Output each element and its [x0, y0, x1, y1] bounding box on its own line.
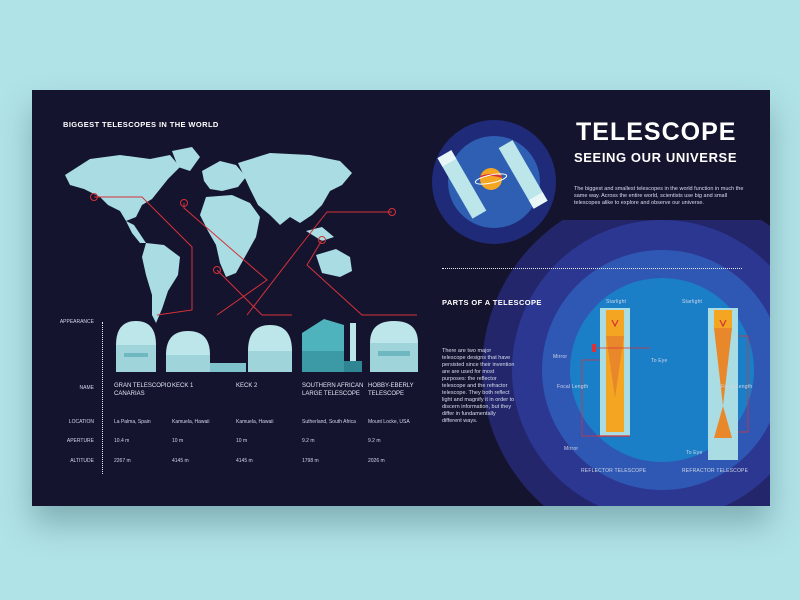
line-salt	[246, 211, 392, 316]
telescope-aperture: 9.2 m	[368, 438, 381, 444]
telescope-name: SOUTHERN AFRICAN LARGE TELESCOPE	[302, 383, 364, 397]
refractor-diagram	[708, 308, 749, 460]
line-het	[306, 239, 417, 316]
observatory-keck2	[248, 325, 292, 372]
telescope-diagram	[581, 308, 749, 460]
marker-south-africa	[213, 266, 221, 274]
refractor-to-eye-label: To Eye	[686, 450, 703, 456]
telescope-name: GRAN TELESCOPIO CANARIAS	[114, 383, 172, 397]
telescope-illustration	[437, 140, 548, 219]
telescope-altitude: 1798 m	[302, 458, 319, 464]
observatory-gtc	[116, 321, 156, 372]
refractor-starlight-label: Starlight	[682, 299, 703, 305]
telescope-location: Kamuela, Hawaii	[172, 419, 210, 425]
reflector-diagram	[581, 308, 650, 437]
table-divider	[102, 322, 103, 474]
telescope-location: Kamuela, Hawaii	[236, 419, 274, 425]
map-section-title: BIGGEST TELESCOPES IN THE WORLD	[63, 120, 219, 129]
telescope-aperture: 10 m	[236, 438, 248, 444]
telescope-name: HOBBY-EBERLY TELESCOPE	[368, 383, 414, 397]
marker-spain	[180, 199, 188, 207]
line-keck1	[183, 203, 268, 316]
telescope-location: La Palma, Spain	[114, 419, 151, 425]
row-label-name: NAME	[79, 385, 94, 391]
marker-asia	[318, 236, 326, 244]
africa-shape	[200, 195, 260, 277]
page-subtitle: SEEING OUR UNIVERSE	[574, 150, 738, 165]
marker-canary	[90, 193, 98, 201]
telescope-altitude: 4145 m	[236, 458, 253, 464]
telescope-altitude: 2026 m	[368, 458, 385, 464]
observatory-illustrations	[116, 319, 418, 372]
observatory-salt	[302, 319, 362, 372]
telescope-altitude: 2267 m	[114, 458, 131, 464]
north-america-shape	[65, 155, 180, 221]
observatory-keck1	[166, 331, 210, 372]
telescope-location: Mount Locke, USA	[368, 419, 410, 425]
central-america-shape	[126, 221, 146, 243]
refractor-focal-length-label: Focal Length	[721, 384, 753, 390]
line-gtc	[94, 196, 193, 316]
telescope-name: KECK 2	[236, 383, 258, 389]
asia-shape	[238, 153, 352, 225]
telescope-column-3: KECK 2	[236, 383, 296, 391]
observatory-het	[370, 321, 418, 372]
row-label-aperture: APERTURE	[66, 438, 94, 444]
telescope-aperture: 10.4 m	[114, 438, 130, 444]
telescope-column-1: GRAN TELESCOPIO CANARIAS	[114, 383, 174, 398]
australia-shape	[316, 249, 352, 277]
greenland-shape	[172, 147, 200, 171]
reflector-starlight-label: Starlight	[606, 299, 627, 305]
parts-description: There are two major telescope designs th…	[442, 348, 515, 424]
south-america-shape	[142, 243, 180, 323]
telescope-column-5: HOBBY-EBERLY TELESCOPE	[368, 383, 424, 398]
row-label-altitude: ALTITUDE	[70, 458, 94, 464]
parts-section-title: PARTS OF A TELESCOPE	[442, 298, 542, 307]
reflector-mirror-top-label: Mirror	[553, 354, 568, 360]
page-title: TELESCOPE	[576, 118, 737, 146]
hero-illustration	[432, 120, 556, 244]
line-keck2	[216, 269, 292, 316]
telescope-column-2: KECK 1	[172, 383, 232, 391]
telescope-column-4: SOUTHERN AFRICAN LARGE TELESCOPE	[302, 383, 364, 398]
map-connection-lines	[90, 193, 417, 316]
reflector-focal-length-label: Focal Length	[557, 384, 589, 390]
telescope-aperture: 10 m	[172, 438, 184, 444]
page-description: The biggest and smallest telescopes in t…	[574, 186, 744, 206]
marker-hawaii	[388, 208, 396, 216]
reflector-mirror-bottom-label: Mirror	[564, 446, 579, 452]
keck-link-base	[210, 363, 246, 372]
telescope-altitude: 4145 m	[172, 458, 189, 464]
telescope-name: KECK 1	[172, 383, 194, 389]
telescope-aperture: 9.2 m	[302, 438, 315, 444]
refractor-title: REFRACTOR TELESCOPE	[682, 468, 749, 474]
row-label-appearance: APPEARANCE	[59, 319, 94, 325]
reflector-to-eye-label: To Eye	[651, 358, 668, 364]
section-divider	[442, 268, 742, 269]
reflector-title: REFLECTOR TELESCOPE	[581, 468, 647, 474]
europe-shape	[202, 161, 246, 191]
telescope-location: Sutherland, South Africa	[302, 419, 356, 425]
infographic-panel: BIGGEST TELESCOPES IN THE WORLD	[32, 90, 770, 506]
world-map	[65, 147, 352, 323]
row-label-location: LOCATION	[68, 419, 94, 425]
planet-icon	[480, 168, 502, 190]
